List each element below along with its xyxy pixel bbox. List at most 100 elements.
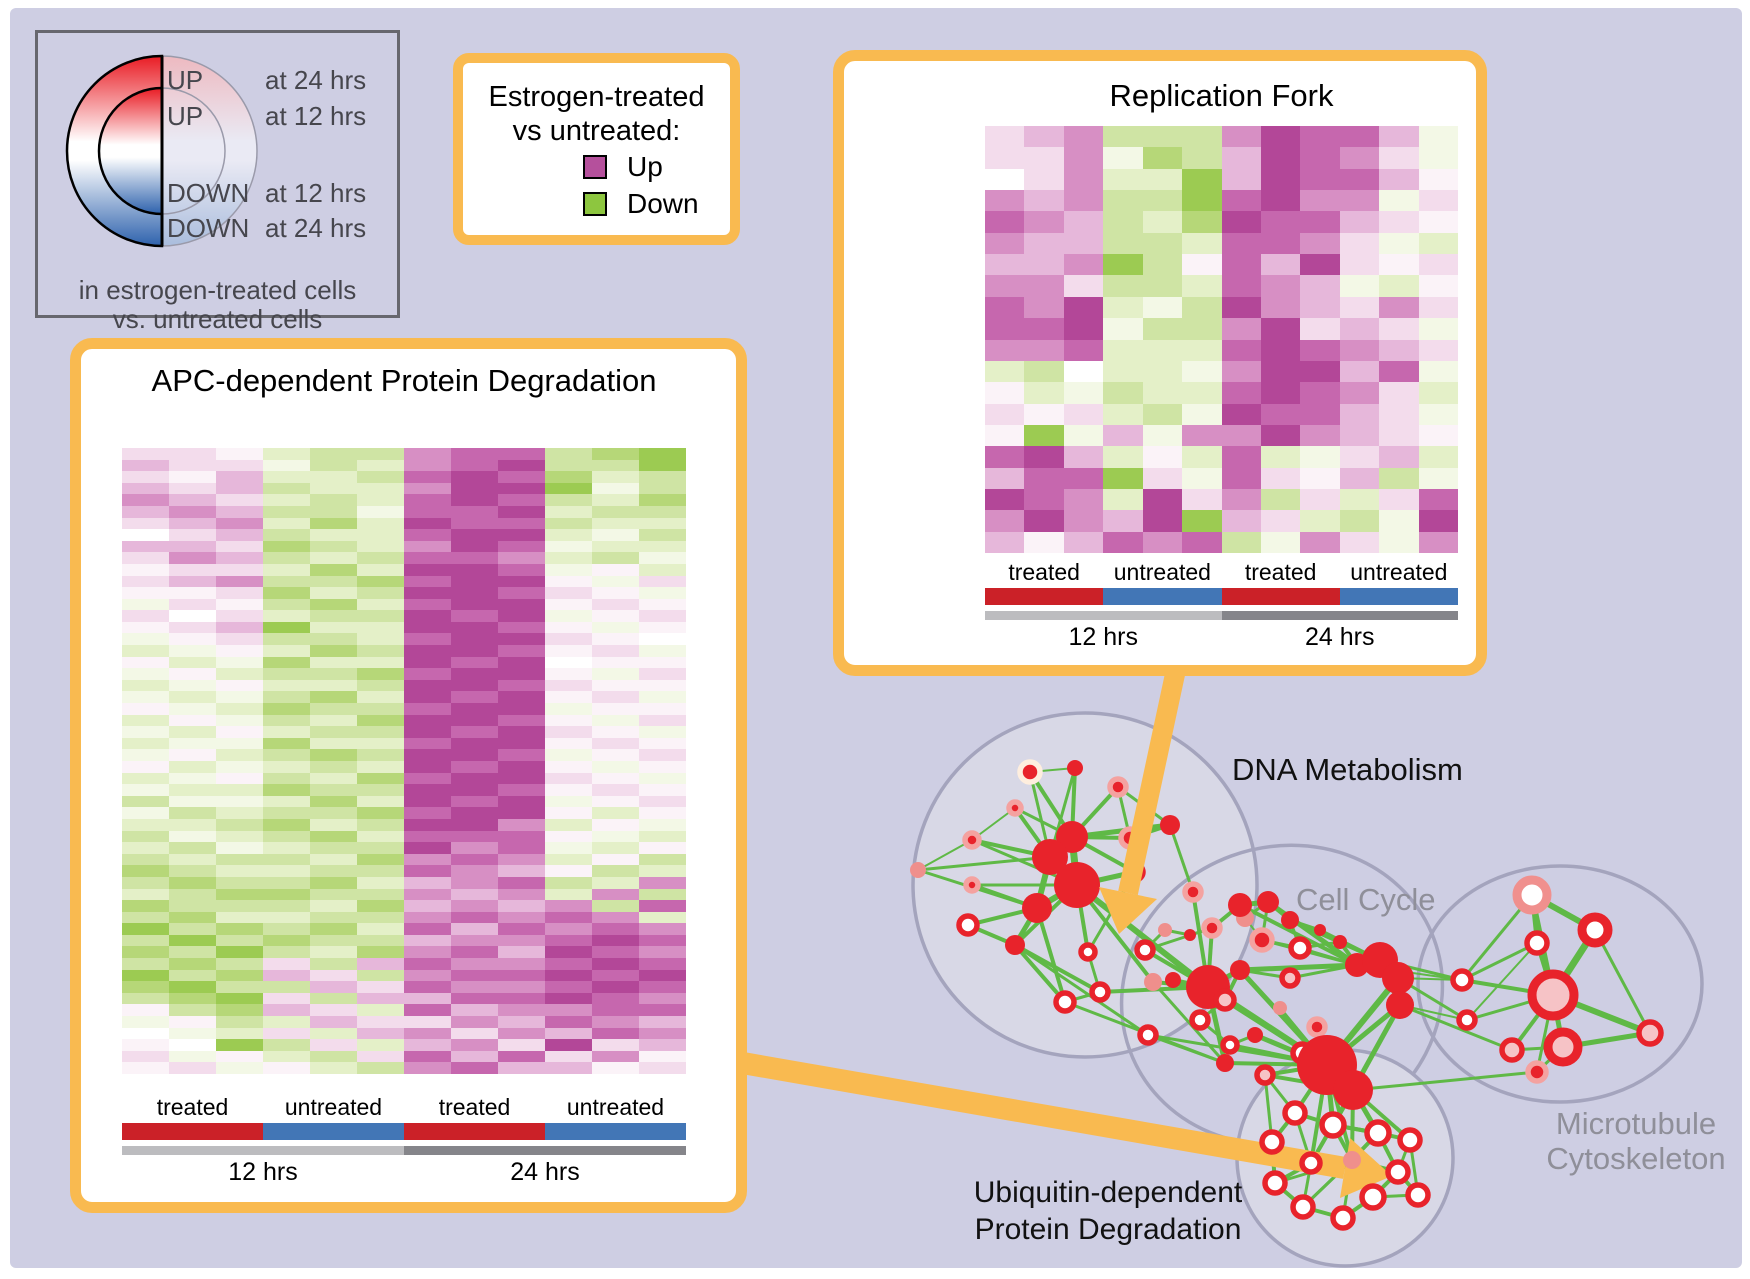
heatmap-cell [498, 934, 545, 947]
heatmap-cell [498, 482, 545, 495]
heatmap-cell [639, 876, 686, 889]
heatmap-cell [545, 471, 592, 483]
heatmap-cell [592, 1016, 639, 1028]
heatmap-cell [169, 760, 216, 773]
heatmap-cell [985, 168, 1025, 191]
rf-group-labels: treated untreated treated untreated [985, 559, 1458, 586]
heatmap-cell [263, 598, 310, 611]
heatmap-cell [545, 888, 592, 901]
heatmap-cell [639, 471, 686, 483]
heatmap-cell [1182, 211, 1222, 233]
heatmap-cell [1063, 296, 1104, 319]
network-node [1273, 1001, 1287, 1015]
heatmap-cell [451, 737, 498, 750]
heatmap-cell [592, 795, 639, 808]
orange-arrow-icon [1118, 662, 1187, 896]
heatmap-cell [216, 969, 263, 982]
heatmap-cell [1379, 147, 1419, 169]
heatmap-cell [169, 459, 216, 472]
heatmap-cell [592, 772, 639, 785]
heatmap-cell [169, 934, 216, 947]
heatmap-cell [451, 1016, 498, 1028]
heatmap-cell [357, 459, 404, 472]
heatmap-cell [1221, 147, 1261, 169]
heatmap-cell [263, 448, 310, 460]
heatmap-cell [545, 737, 592, 750]
network-edge [1352, 1070, 1538, 1092]
heatmap-cell [357, 691, 404, 704]
heatmap-cell [1142, 275, 1183, 297]
heatmap-cell [404, 876, 451, 889]
heatmap-cell [1300, 339, 1340, 361]
network-node [1165, 972, 1181, 988]
network-edge [1266, 899, 1359, 968]
heatmap-cell [1182, 147, 1222, 169]
heatmap-cell [592, 749, 639, 761]
heatmap-cell [1103, 190, 1143, 212]
heatmap-cell [1260, 275, 1301, 297]
heatmap-cell [639, 958, 686, 970]
network-edge [1168, 824, 1195, 893]
heatmap-cell [357, 969, 404, 982]
heatmap-cell [404, 842, 451, 854]
network-node [1450, 968, 1474, 992]
bar-segment [985, 588, 1104, 605]
heatmap-cell [310, 760, 357, 773]
heatmap-cell [404, 760, 451, 773]
heatmap-cell [169, 853, 216, 866]
cluster-label-ubiquitin-line1: Ubiquitin-dependent [973, 1176, 1243, 1209]
heatmap-cell [263, 784, 310, 796]
heatmap-cell [1260, 168, 1301, 191]
rf-time-labels: 12 hrs 24 hrs [985, 623, 1458, 652]
heatmap-cell [169, 726, 216, 738]
heatmap-cell [639, 1027, 686, 1040]
heatmap-cell [310, 1004, 357, 1017]
heatmap-cell [1300, 211, 1340, 233]
legend-up-12-label: UP [167, 101, 204, 131]
heatmap-cell [1103, 488, 1143, 511]
heatmap-cell [545, 540, 592, 553]
color-key-down-label: Down [627, 188, 699, 219]
heatmap-cell [169, 679, 216, 692]
heatmap-cell [592, 923, 639, 935]
heatmap-cell [263, 1027, 310, 1040]
heatmap-cell [592, 784, 639, 796]
heatmap-cell [357, 760, 404, 773]
heatmap-cell [498, 633, 545, 646]
heatmap-cell [545, 529, 592, 541]
heatmap-cell [1418, 147, 1458, 169]
heatmap-cell [122, 726, 169, 738]
heatmap-cell [639, 540, 686, 553]
heatmap-cell [1063, 318, 1104, 340]
heatmap-cell [263, 807, 310, 819]
heatmap-cell [639, 1062, 686, 1074]
network-node [1160, 815, 1180, 835]
heatmap-cell [1103, 318, 1143, 340]
heatmap-cell [639, 900, 686, 912]
heatmap-cell [404, 448, 451, 460]
heatmap-cell [1063, 147, 1104, 169]
heatmap-cell [1339, 488, 1380, 511]
heatmap-cell [169, 888, 216, 901]
heatmap-cell [545, 1062, 592, 1074]
heatmap-cell [310, 505, 357, 518]
heatmap-cell [498, 552, 545, 564]
heatmap-cell [545, 587, 592, 599]
heatmap-cell [498, 703, 545, 715]
heatmap-cell [639, 981, 686, 993]
heatmap-cell [451, 842, 498, 854]
heatmap-cell [1260, 382, 1301, 404]
network-node [1636, 1019, 1664, 1047]
heatmap-cell [1024, 339, 1064, 361]
heatmap-cell [310, 992, 357, 1005]
heatmap-cell [498, 691, 545, 704]
heatmap-cell [357, 795, 404, 808]
heatmap-cell [592, 575, 639, 588]
heatmap-cell [404, 772, 451, 785]
heatmap-cell [1103, 275, 1143, 297]
network-node [1577, 912, 1613, 948]
heatmap-cell [263, 1050, 310, 1063]
heatmap-cell [263, 471, 310, 483]
heatmap-cell [122, 494, 169, 506]
heatmap-cell [1379, 232, 1419, 255]
